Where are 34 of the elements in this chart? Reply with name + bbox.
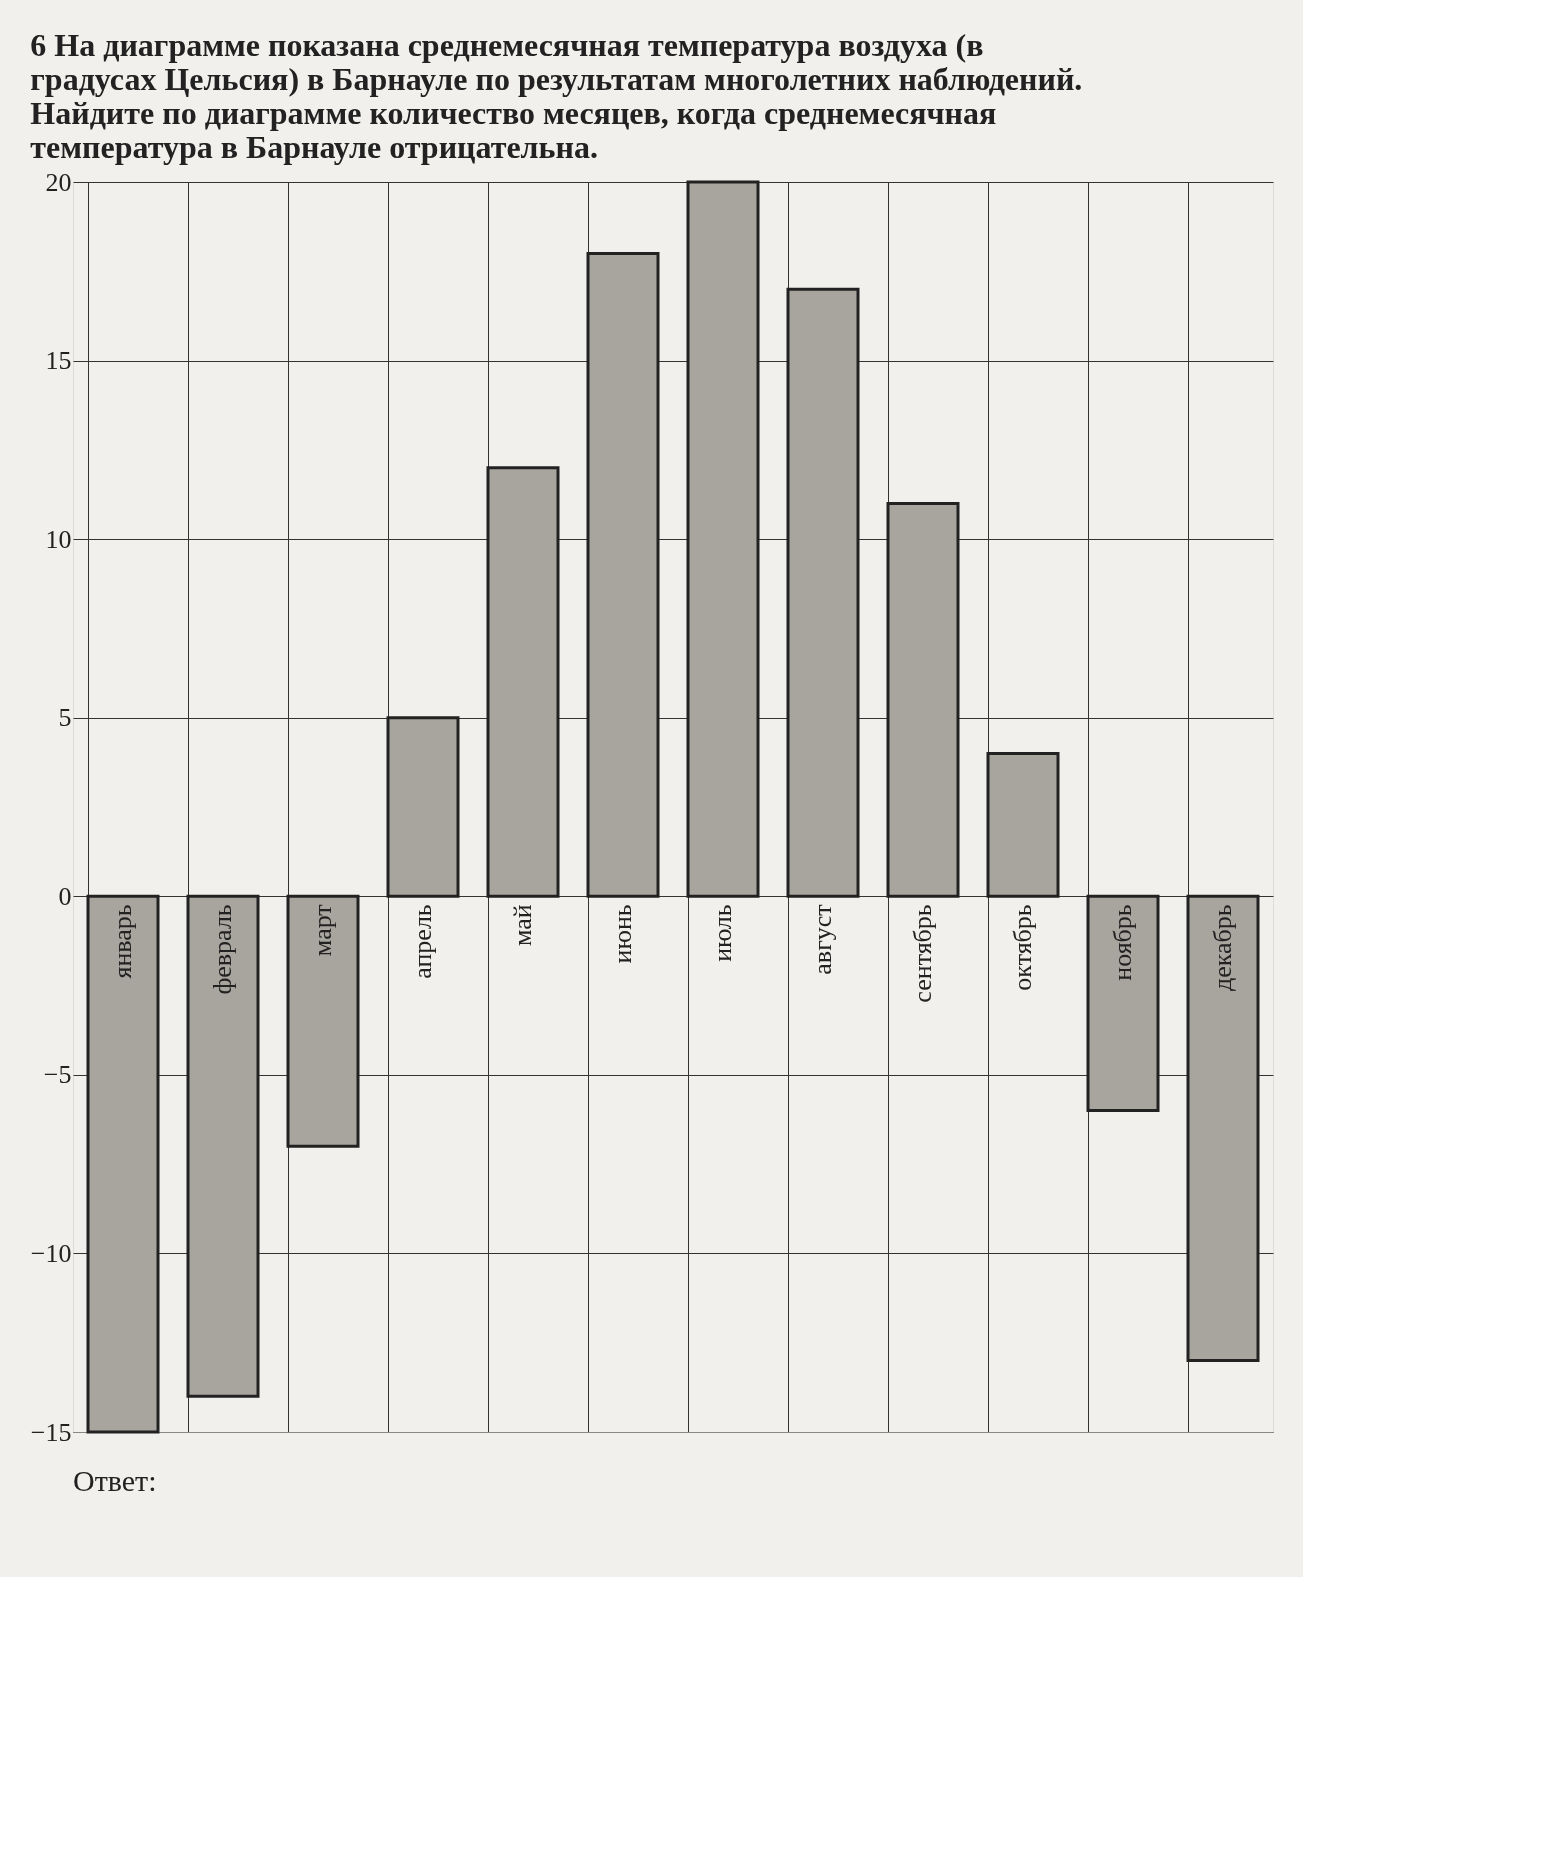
y-tick-label: 0 — [58, 881, 72, 911]
bar — [986, 751, 1060, 898]
y-tick-label: 20 — [45, 167, 72, 197]
y-tick-label: −5 — [43, 1060, 72, 1090]
y-tick-label: −10 — [30, 1238, 72, 1268]
bar — [1086, 894, 1160, 1113]
x-tick-label: июнь — [608, 904, 637, 964]
x-tick-label: май — [508, 904, 537, 947]
y-tick-label: 15 — [45, 346, 72, 376]
bar — [686, 180, 760, 898]
y-tick-label: −15 — [30, 1417, 72, 1447]
x-tick-label: апрель — [408, 904, 437, 979]
x-tick-label: март — [308, 904, 337, 957]
bar — [586, 251, 660, 898]
bar — [886, 501, 960, 898]
x-tick-label: ноябрь — [1108, 904, 1137, 981]
bar — [386, 716, 460, 898]
chart-title: 6 На диаграмме показана среднемесячная температура воздуха (в градусах Цельсия) в Барнауле по результатам многолетних наблюдений. Найдите по диаграмме количество месяцев, когда среднемесячная температура в Барнауле отрицательна. — [30, 27, 1083, 165]
bar — [786, 287, 860, 898]
bar — [86, 894, 160, 1434]
bar — [286, 894, 360, 1148]
x-tick-label: октябрь — [1008, 904, 1037, 991]
x-tick-label: сентябрь — [908, 904, 937, 1003]
y-tick-label: 10 — [45, 524, 72, 554]
x-tick-label: декабрь — [1208, 904, 1237, 991]
y-tick-label: 5 — [58, 703, 72, 733]
bar — [486, 466, 560, 898]
x-tick-label: август — [808, 904, 837, 975]
x-tick-label: июль — [708, 904, 737, 962]
bar — [1186, 894, 1260, 1363]
bar — [186, 894, 260, 1398]
x-tick-label: февраль — [208, 904, 237, 995]
x-tick-label: январь — [108, 904, 137, 979]
text: Ответ: — [73, 1464, 157, 1497]
